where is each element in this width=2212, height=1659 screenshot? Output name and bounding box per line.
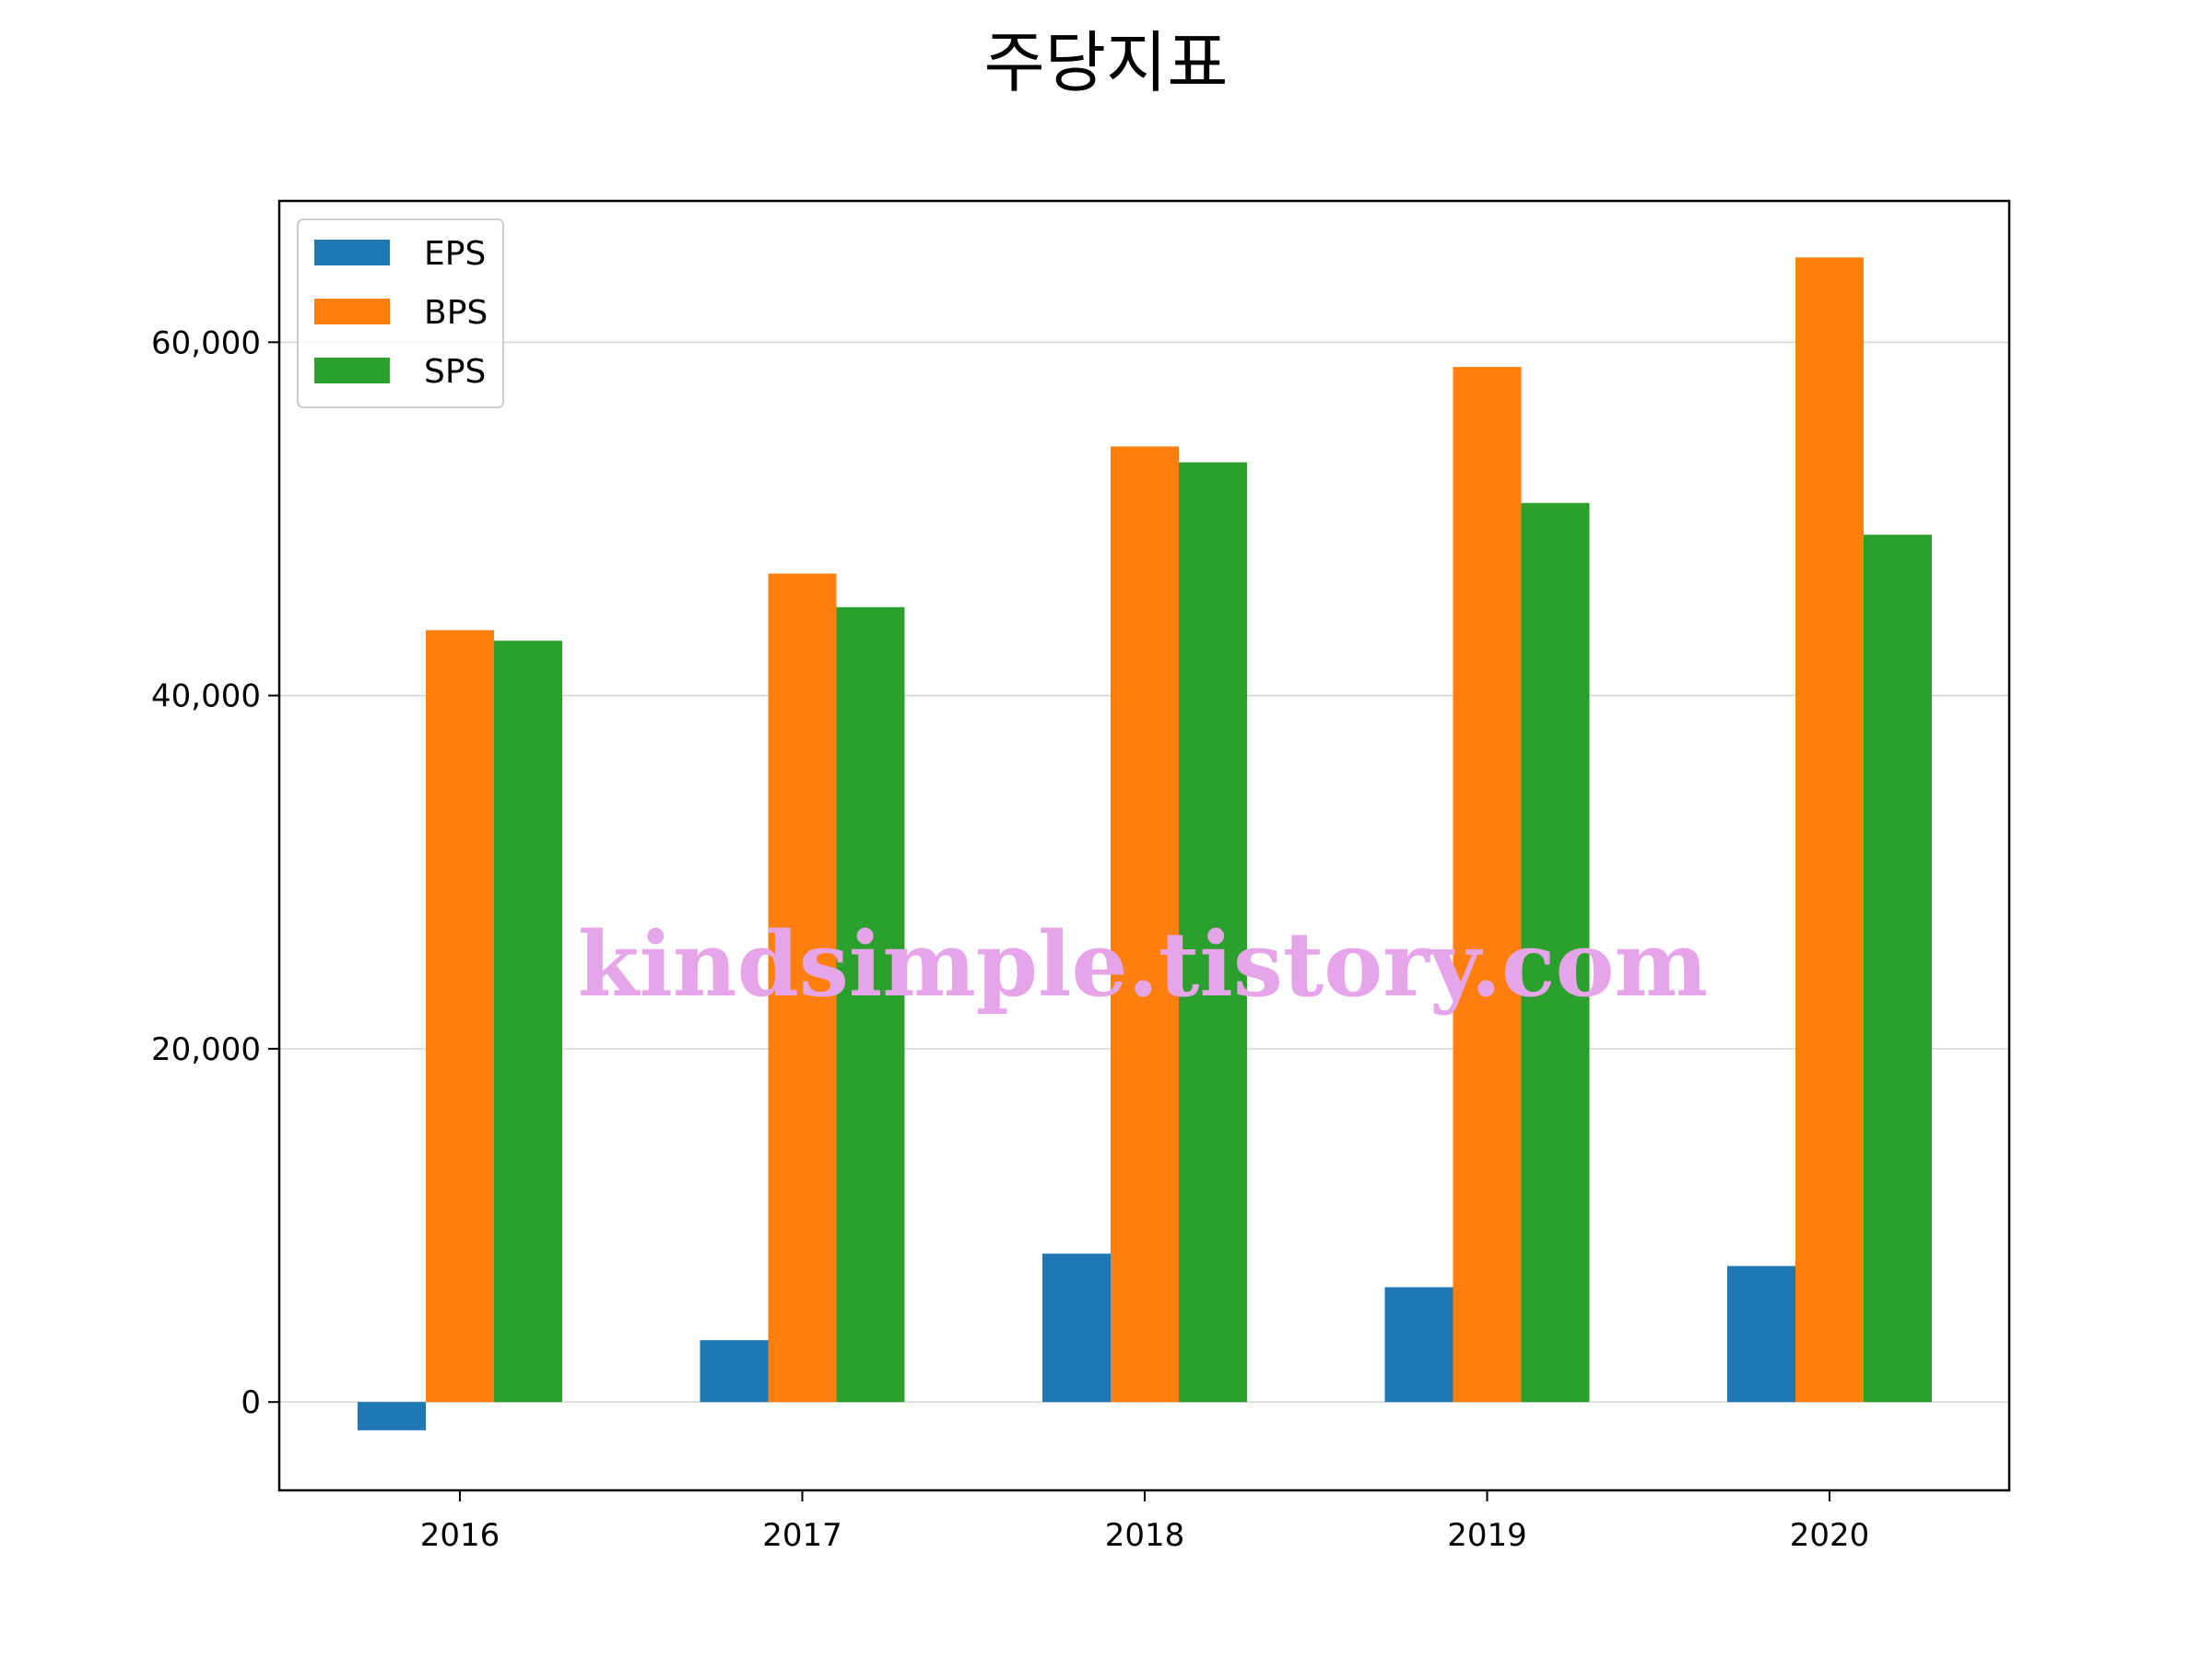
bar-bps-2019 <box>1453 367 1522 1403</box>
legend-swatch-eps <box>314 240 390 265</box>
legend-swatch-bps <box>314 299 390 324</box>
y-tick-label: 0 <box>241 1384 261 1421</box>
y-tick-label: 20,000 <box>151 1031 261 1068</box>
bar-sps-2017 <box>836 606 905 1403</box>
chart-title: 주당지표 <box>984 24 1229 101</box>
x-tick-label: 2017 <box>762 1517 842 1554</box>
legend: EPS BPS SPS <box>297 218 504 408</box>
bar-sps-2020 <box>1864 535 1932 1403</box>
y-tick-label: 60,000 <box>151 324 261 361</box>
bars <box>358 257 1932 1430</box>
bar-eps-2016 <box>358 1402 426 1430</box>
legend-swatch-sps <box>314 358 390 383</box>
bar-bps-2017 <box>768 573 837 1403</box>
bar-eps-2019 <box>1384 1287 1453 1403</box>
x-tick-label: 2016 <box>420 1517 500 1554</box>
bar-sps-2016 <box>494 641 562 1403</box>
bar-sps-2018 <box>1179 462 1247 1403</box>
x-tick-label: 2019 <box>1447 1517 1527 1554</box>
bar-sps-2019 <box>1521 502 1590 1403</box>
bar-bps-2020 <box>1795 257 1864 1403</box>
y-tick-label: 40,000 <box>151 678 261 715</box>
bar-eps-2020 <box>1727 1265 1795 1403</box>
legend-label-eps: EPS <box>424 235 486 273</box>
x-tick-label: 2018 <box>1105 1517 1185 1554</box>
bar-bps-2018 <box>1111 446 1179 1403</box>
bar-eps-2018 <box>1042 1253 1111 1403</box>
watermark-text: kindsimple.tistory.com <box>578 912 1708 1017</box>
axes: 0 20,000 40,000 60,000 2016 2017 2018 2019 2020 <box>151 199 2011 1554</box>
bar-eps-2017 <box>700 1340 769 1403</box>
x-tick-label: 2020 <box>1790 1517 1870 1554</box>
bar-bps-2016 <box>426 629 494 1403</box>
legend-label-bps: BPS <box>424 294 488 332</box>
legend-label-sps: SPS <box>424 353 486 391</box>
